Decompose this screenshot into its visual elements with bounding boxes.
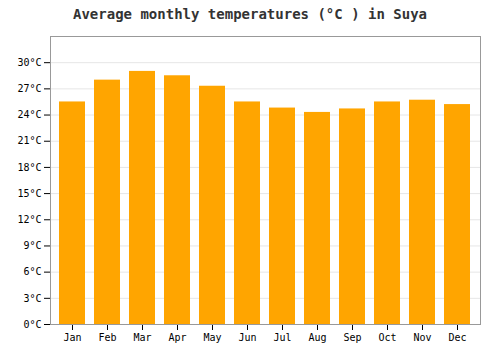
svg-text:Oct: Oct [378, 332, 396, 343]
svg-text:24°C: 24°C [17, 109, 41, 120]
svg-text:9°C: 9°C [23, 240, 41, 251]
svg-text:27°C: 27°C [17, 83, 41, 94]
svg-text:21°C: 21°C [17, 135, 41, 146]
svg-text:12°C: 12°C [17, 214, 41, 225]
svg-text:15°C: 15°C [17, 188, 41, 199]
svg-text:May: May [203, 332, 221, 343]
svg-text:Jan: Jan [63, 332, 81, 343]
svg-text:Feb: Feb [98, 332, 116, 343]
svg-text:0°C: 0°C [23, 319, 41, 330]
svg-text:Sep: Sep [343, 332, 361, 343]
svg-text:Jun: Jun [238, 332, 256, 343]
svg-text:Nov: Nov [413, 332, 431, 343]
svg-text:3°C: 3°C [23, 293, 41, 304]
svg-text:18°C: 18°C [17, 162, 41, 173]
svg-text:Mar: Mar [133, 332, 151, 343]
svg-text:Dec: Dec [448, 332, 466, 343]
svg-text:30°C: 30°C [17, 57, 41, 68]
html-text:Average monthly temperatures (: Average monthly temperatures (°C ) in Su… [73, 6, 427, 22]
svg-text:6°C: 6°C [23, 266, 41, 277]
svg-text:Aug: Aug [308, 332, 326, 343]
svg-text:Apr: Apr [168, 332, 186, 343]
svg-text:Jul: Jul [273, 332, 291, 343]
